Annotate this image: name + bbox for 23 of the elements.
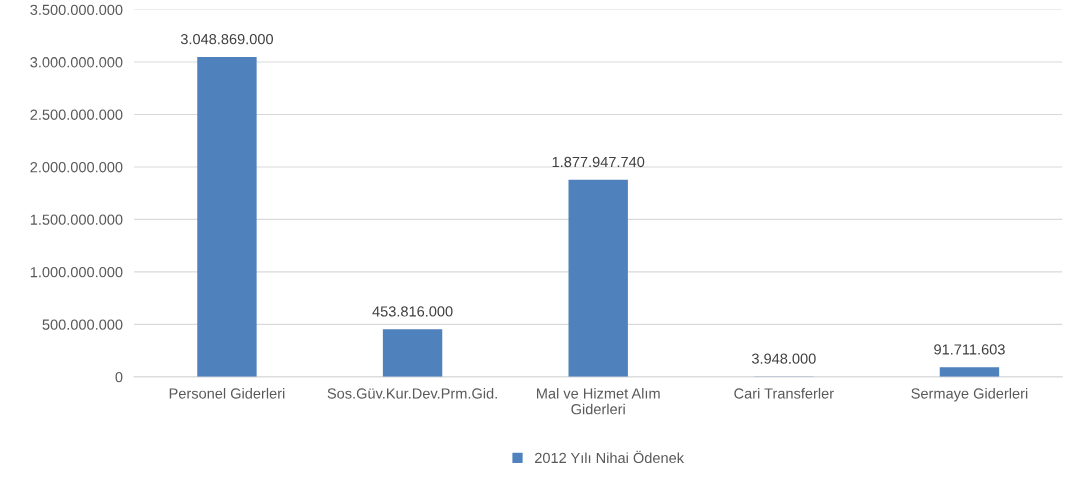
y-tick-label: 3.000.000.000 <box>30 57 123 68</box>
y-tick-label: 2.000.000.000 <box>30 162 123 173</box>
x-tick-label: Mal ve Hizmet Alım Giderleri <box>537 387 660 415</box>
bar <box>382 329 443 377</box>
x-tick-label: Cari Transferler <box>734 387 834 399</box>
bar <box>197 56 257 377</box>
data-label: 91.711.603 <box>934 344 1005 355</box>
data-label: 453.816.000 <box>372 306 453 317</box>
data-label: 1.877.947.740 <box>552 156 645 168</box>
data-label: 3.048.869.000 <box>180 33 273 45</box>
x-tick-label: Personel Giderleri <box>169 387 285 399</box>
y-tick-label: 0 <box>115 371 123 383</box>
y-tick-label: 3.500.000.000 <box>30 4 123 15</box>
y-tick-label: 2.500.000.000 <box>30 109 123 120</box>
y-tick-label: 500.000.000 <box>42 319 123 330</box>
y-tick-label: 1.500.000.000 <box>30 214 123 225</box>
bar <box>939 367 1000 377</box>
y-tick-label: 1.000.000.000 <box>30 266 123 278</box>
legend-label: 2012 Yılı Nihai Ödenek <box>535 450 685 464</box>
x-tick-label: Sermaye Giderleri <box>911 387 1028 402</box>
bar <box>568 179 628 377</box>
x-tick-label: Sos.Güv.Kur.Dev.Prm.Gid. <box>327 387 497 399</box>
data-label: 3.948.000 <box>751 353 816 364</box>
